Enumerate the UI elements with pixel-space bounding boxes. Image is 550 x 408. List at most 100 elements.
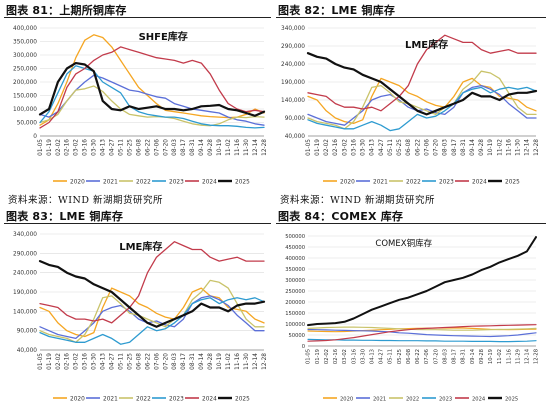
- x-tick-label: 07-20: [434, 139, 440, 156]
- y-tick-label: 150000: [285, 311, 305, 317]
- x-tick-label: 01-19: [47, 353, 53, 370]
- legend-label-2023: 2023: [439, 180, 454, 186]
- title-rule-3: [4, 223, 271, 224]
- y-tick-label: 100000: [285, 322, 305, 328]
- x-tick-label: 04-27: [379, 349, 385, 364]
- series-line-2025: [307, 236, 537, 327]
- x-tick-label: 03-16: [351, 349, 357, 364]
- legend-label-2020: 2020: [70, 180, 85, 186]
- x-tick-label: 08-03: [442, 349, 448, 364]
- x-tick-label: 05-25: [397, 139, 403, 156]
- y-tick-label: 140,000: [13, 309, 37, 315]
- x-tick-label: 08-17: [452, 349, 458, 364]
- x-tick-label: 07-06: [154, 353, 160, 370]
- x-tick-label: 08-17: [181, 139, 187, 156]
- legend-label-2021: 2021: [103, 180, 118, 186]
- series-line-2023: [307, 338, 537, 343]
- y-tick-label: 350000: [285, 267, 305, 273]
- x-tick-label: 04-13: [370, 139, 376, 156]
- x-tick-label: 04-13: [101, 139, 107, 156]
- y-tick-label: 500000: [285, 234, 305, 240]
- x-tick-label: 02-16: [333, 139, 339, 156]
- chart-inner-title: LME库存: [119, 240, 162, 253]
- series-line-2022: [307, 326, 537, 331]
- panel-title-3: 图表 83：LME 铜库存: [6, 210, 124, 223]
- x-tick-label: 12-28: [534, 139, 540, 156]
- x-tick-label: 01-19: [315, 139, 321, 156]
- x-tick-label: 06-22: [415, 349, 421, 364]
- x-tick-label: 02-02: [324, 139, 330, 156]
- x-tick-label: 11-16: [235, 139, 241, 156]
- x-tick-label: 05-11: [388, 139, 394, 156]
- y-tick-label: 400000: [285, 256, 305, 262]
- legend-label-2023: 2023: [169, 180, 184, 186]
- x-tick-label: 03-30: [361, 139, 367, 156]
- x-tick-label: 05-11: [388, 349, 394, 364]
- series-line-2023: [39, 65, 265, 129]
- panel-title-2: 图表 82：LME 铜库存: [278, 4, 396, 17]
- x-tick-label: 03-16: [83, 353, 89, 370]
- chart-lme-inventory-bottom: 40,000 90,000 140,000 190,000 240,000 290,000…: [13, 232, 268, 403]
- legend-label-2020: 2020: [340, 180, 355, 186]
- x-tick-label: 07-20: [163, 139, 169, 156]
- y-tick-label: 190,000: [13, 290, 37, 296]
- x-tick-label: 11-02: [497, 139, 503, 156]
- y-tick-label: 40,000: [285, 134, 306, 140]
- series-line-2022: [307, 70, 537, 130]
- x-tick-label: 08-03: [172, 139, 178, 156]
- y-tick-label: 350,000: [13, 40, 37, 46]
- x-tick-label: 06-22: [145, 139, 151, 156]
- chart-inner-title: LME库存: [405, 38, 448, 51]
- x-tick-label: 01-05: [38, 353, 44, 370]
- x-tick-label: 03-02: [74, 353, 80, 370]
- x-tick-label: 09-28: [479, 139, 485, 156]
- series-line-2022: [39, 279, 265, 343]
- title-rule-4: [276, 223, 546, 224]
- x-tick-label: 03-16: [351, 139, 357, 156]
- x-tick-label: 09-14: [199, 139, 205, 156]
- y-tick-label: 250000: [285, 289, 305, 295]
- x-tick-label: 12-28: [534, 349, 540, 364]
- legend-label-2023: 2023: [439, 397, 452, 403]
- x-tick-label: 04-13: [370, 349, 376, 364]
- x-tick-label: 11-02: [226, 139, 232, 156]
- y-tick-label: 240,000: [281, 62, 305, 68]
- x-tick-label: 05-25: [127, 353, 133, 370]
- y-tick-label: 450000: [285, 245, 305, 251]
- series-line-2021: [307, 84, 537, 126]
- y-tick-label: 290,000: [281, 44, 305, 50]
- y-tick-label: 150,000: [13, 94, 37, 100]
- x-tick-label: 02-16: [333, 349, 339, 364]
- x-tick-label: 06-08: [406, 349, 412, 364]
- x-tick-label: 09-28: [479, 349, 485, 364]
- chart-lme-inventory-top: 40,000 90,000 140,000 190,000 240,000 290,000…: [281, 26, 540, 186]
- series-line-2025: [306, 52, 538, 116]
- x-tick-label: 08-17: [181, 353, 187, 370]
- x-tick-label: 01-05: [306, 139, 312, 156]
- series-line-2025: [38, 259, 266, 328]
- y-tick-label: 300,000: [13, 53, 37, 59]
- x-tick-label: 09-28: [208, 139, 214, 156]
- x-tick-label: 02-02: [56, 139, 62, 156]
- x-tick-label: 03-02: [74, 139, 80, 156]
- y-tick-label: 50000: [288, 333, 305, 339]
- legend-label-2025: 2025: [505, 397, 518, 403]
- series-line-2024: [307, 34, 537, 112]
- x-tick-label: 05-11: [118, 353, 124, 370]
- x-tick-label: 12-28: [262, 353, 268, 370]
- x-tick-label: 03-30: [360, 349, 366, 364]
- chart-inner-title: SHFE库存: [139, 30, 188, 43]
- x-tick-label: 11-30: [516, 139, 522, 156]
- title-rule-1: [4, 17, 271, 18]
- x-tick-label: 01-05: [38, 139, 44, 156]
- y-tick-label: 40,000: [17, 348, 38, 354]
- y-tick-label: 300000: [285, 278, 305, 284]
- y-tick-label: 340,000: [13, 232, 37, 238]
- series-line-2020: [39, 287, 265, 338]
- x-tick-label: 03-02: [342, 139, 348, 156]
- legend-label-2024: 2024: [472, 180, 487, 186]
- x-tick-label: 10-19: [488, 349, 494, 364]
- x-tick-label: 01-05: [306, 349, 312, 364]
- legend-label-2025: 2025: [235, 180, 250, 186]
- x-tick-label: 12-14: [253, 139, 259, 156]
